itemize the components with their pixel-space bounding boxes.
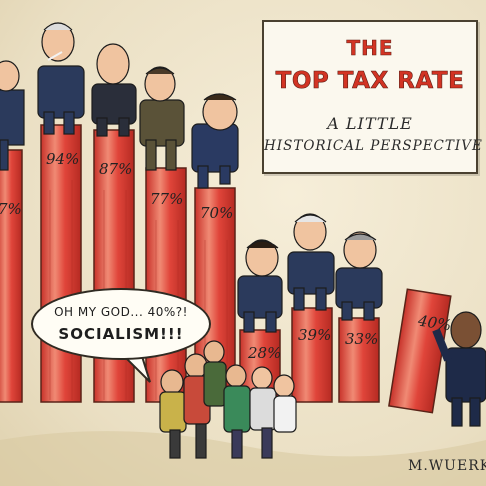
title-line-the: THE [346, 36, 394, 61]
bar-7 [291, 307, 333, 403]
subtitle-line-2: HISTORICAL PERSPECTIVE [264, 138, 483, 154]
figure-5 [191, 93, 239, 189]
bar-label-1: 7% [0, 200, 22, 218]
figure-1 [0, 60, 25, 171]
bar-label-6: 28% [248, 344, 282, 362]
protester-crowd [159, 340, 297, 459]
bar-2 [40, 124, 82, 403]
speech-bubble: OH MY GOD... 40%?! SOCIALISM!!! [31, 288, 211, 360]
figure-3 [91, 43, 137, 137]
speech-line-2: SOCIALISM!!! [58, 325, 184, 343]
bar-label-8: 33% [345, 330, 379, 348]
title-line-main: TOP TAX RATE [275, 68, 465, 95]
speech-line-1: OH MY GOD... 40%?! [54, 305, 188, 319]
bar-1 [0, 149, 23, 403]
figure-6 [237, 239, 283, 333]
bar-label-5: 70% [200, 204, 234, 222]
bar-8 [338, 317, 380, 403]
title-box: THE TOP TAX RATE A LITTLE HISTORICAL PER… [262, 20, 483, 174]
bar-label-3: 87% [99, 160, 133, 178]
bar-label-4: 77% [150, 190, 184, 208]
bar-label-2: 94% [46, 150, 80, 168]
bar-label-7: 39% [298, 326, 332, 344]
figure-pushing [432, 311, 486, 427]
figure-4 [139, 66, 185, 171]
figure-7 [287, 213, 335, 311]
figure-8 [335, 231, 383, 321]
subtitle-line-1: A LITTLE [327, 114, 413, 133]
ground-shade [0, 431, 486, 486]
artist-signature: M.WUERKER [408, 458, 486, 474]
figure-2 [37, 22, 85, 135]
